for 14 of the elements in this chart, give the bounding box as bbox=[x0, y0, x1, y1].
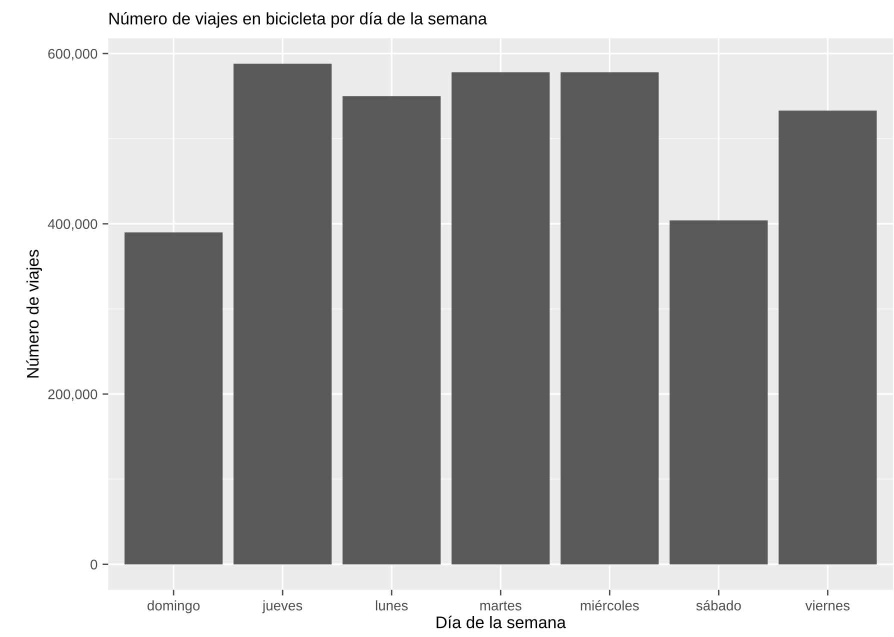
y-tick-label: 200,000 bbox=[48, 389, 98, 401]
x-tick-label: miércoles bbox=[580, 600, 639, 610]
x-tick-label: sábado bbox=[696, 600, 741, 610]
chart-title: Número de viajes en bicicleta por día de la semana bbox=[110, 12, 488, 28]
x-tick-label: domingo bbox=[148, 600, 200, 614]
x-tick-label: martes bbox=[480, 601, 522, 610]
x-tick-label: jueves bbox=[262, 600, 302, 614]
x-axis-title: Día de la semana bbox=[436, 616, 566, 628]
y-tick-label: 0 bbox=[90, 560, 98, 570]
x-tick-label: lunes bbox=[376, 600, 408, 610]
y-tick-label: 400,000 bbox=[48, 219, 98, 231]
x-tick-label: viernes bbox=[805, 600, 850, 610]
y-tick-label: 600,000 bbox=[48, 48, 98, 60]
y-axis-title: Número de viajes bbox=[26, 250, 42, 378]
